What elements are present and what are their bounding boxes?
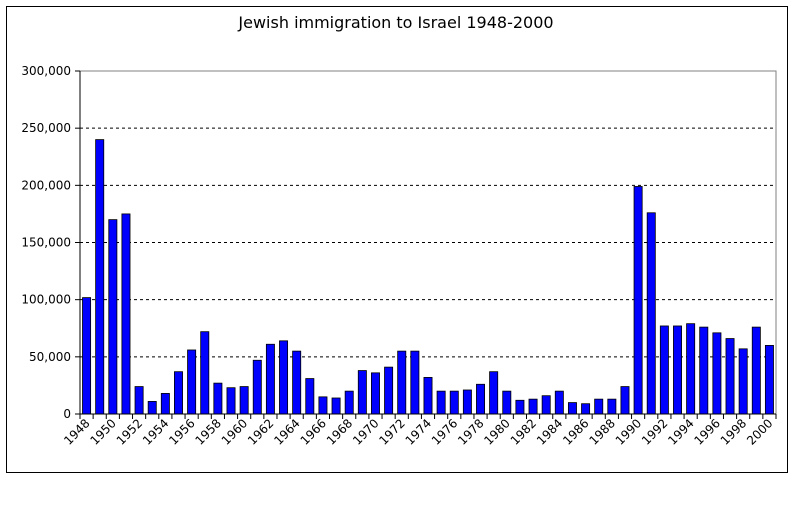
x-tick-label: 1954 bbox=[140, 416, 171, 447]
chart-title: Jewish immigration to Israel 1948-2000 bbox=[238, 13, 554, 32]
y-tick-label: 300,000 bbox=[21, 64, 71, 78]
bar-1986 bbox=[581, 403, 591, 415]
bar-1964 bbox=[292, 350, 302, 415]
x-tick-label: 1950 bbox=[87, 416, 118, 447]
x-tick-label: 1984 bbox=[534, 416, 565, 447]
x-tick-label: 1998 bbox=[718, 416, 749, 447]
bar-1997 bbox=[725, 338, 735, 415]
bar-1963 bbox=[279, 340, 289, 415]
bar-1955 bbox=[174, 371, 183, 415]
bar-1950 bbox=[108, 219, 118, 415]
bar-1956 bbox=[187, 349, 197, 415]
x-tick-label: 1964 bbox=[271, 416, 302, 447]
x-tick-label: 2000 bbox=[744, 416, 775, 447]
x-tick-label: 1960 bbox=[219, 416, 250, 447]
x-tick-label: 1990 bbox=[613, 416, 644, 447]
x-tick-label: 1978 bbox=[455, 416, 486, 447]
y-tick-label: 150,000 bbox=[21, 236, 71, 250]
x-tick-label: 1982 bbox=[508, 416, 539, 447]
bar-1960 bbox=[239, 386, 249, 415]
x-tick-label: 1974 bbox=[403, 416, 434, 447]
bar-1982 bbox=[528, 398, 538, 415]
bar-1948 bbox=[82, 297, 92, 415]
bar-1961 bbox=[252, 359, 262, 415]
bar-1989 bbox=[620, 386, 630, 415]
bar-1970 bbox=[371, 372, 380, 415]
x-tick-label: 1958 bbox=[193, 416, 224, 447]
bar-1983 bbox=[541, 395, 551, 415]
bar-2000 bbox=[764, 344, 774, 415]
x-tick-label: 1952 bbox=[114, 416, 145, 447]
bar-1962 bbox=[265, 343, 275, 415]
x-tick-label: 1980 bbox=[481, 416, 512, 447]
bar-1988 bbox=[607, 398, 617, 415]
bar-1958 bbox=[213, 382, 223, 415]
bar-1999 bbox=[751, 326, 761, 415]
x-tick-label: 1956 bbox=[166, 416, 197, 447]
bar-1991 bbox=[646, 212, 656, 415]
bar-1969 bbox=[357, 370, 367, 415]
y-tick-label: 250,000 bbox=[21, 121, 71, 135]
bar-1974 bbox=[423, 377, 433, 415]
bar-1952 bbox=[134, 386, 144, 415]
bar-1995 bbox=[699, 326, 709, 415]
bar-1979 bbox=[489, 371, 499, 415]
bar-1965 bbox=[305, 378, 315, 415]
bar-1984 bbox=[554, 390, 564, 415]
bar-1972 bbox=[397, 350, 407, 415]
bar-1968 bbox=[344, 390, 354, 415]
x-tick-label: 1994 bbox=[665, 416, 696, 447]
bar-1994 bbox=[686, 323, 696, 415]
x-tick-label: 1976 bbox=[429, 416, 460, 447]
bar-1954 bbox=[160, 393, 170, 415]
x-tick-label: 1986 bbox=[560, 416, 591, 447]
bar-1987 bbox=[594, 398, 604, 415]
bar-1998 bbox=[738, 348, 748, 415]
bar-1966 bbox=[318, 396, 328, 415]
bar-1953 bbox=[147, 401, 157, 415]
bar-1973 bbox=[410, 350, 420, 415]
x-tick-label: 1962 bbox=[245, 416, 276, 447]
x-tick-label: 1992 bbox=[639, 416, 670, 447]
y-tick-label: 200,000 bbox=[21, 178, 71, 192]
bar-1951 bbox=[121, 213, 131, 415]
x-tick-label: 1970 bbox=[350, 416, 381, 447]
bar-1993 bbox=[673, 325, 682, 415]
x-tick-label: 1966 bbox=[298, 416, 329, 447]
bar-1967 bbox=[331, 397, 341, 415]
bar-1976 bbox=[449, 390, 459, 415]
bar-1980 bbox=[502, 390, 512, 415]
bar-1990 bbox=[633, 186, 643, 415]
x-tick-label: 1972 bbox=[376, 416, 407, 447]
bar-1957 bbox=[200, 331, 210, 415]
bar-1996 bbox=[712, 332, 722, 415]
bar-1971 bbox=[384, 366, 394, 415]
x-tick-label: 1996 bbox=[692, 416, 723, 447]
x-tick-label: 1968 bbox=[324, 416, 355, 447]
bar-1977 bbox=[462, 389, 472, 415]
bar-1981 bbox=[515, 399, 525, 415]
y-tick-label: 100,000 bbox=[21, 293, 71, 307]
y-tick-label: 0 bbox=[63, 407, 71, 421]
bar-1992 bbox=[659, 325, 669, 415]
y-tick-label: 50,000 bbox=[29, 350, 71, 364]
bar-1978 bbox=[476, 383, 485, 415]
bar-1975 bbox=[436, 390, 446, 415]
bar-1985 bbox=[567, 402, 577, 415]
bar-1959 bbox=[226, 387, 236, 415]
bar-1949 bbox=[95, 139, 105, 415]
x-tick-label: 1988 bbox=[586, 416, 617, 447]
